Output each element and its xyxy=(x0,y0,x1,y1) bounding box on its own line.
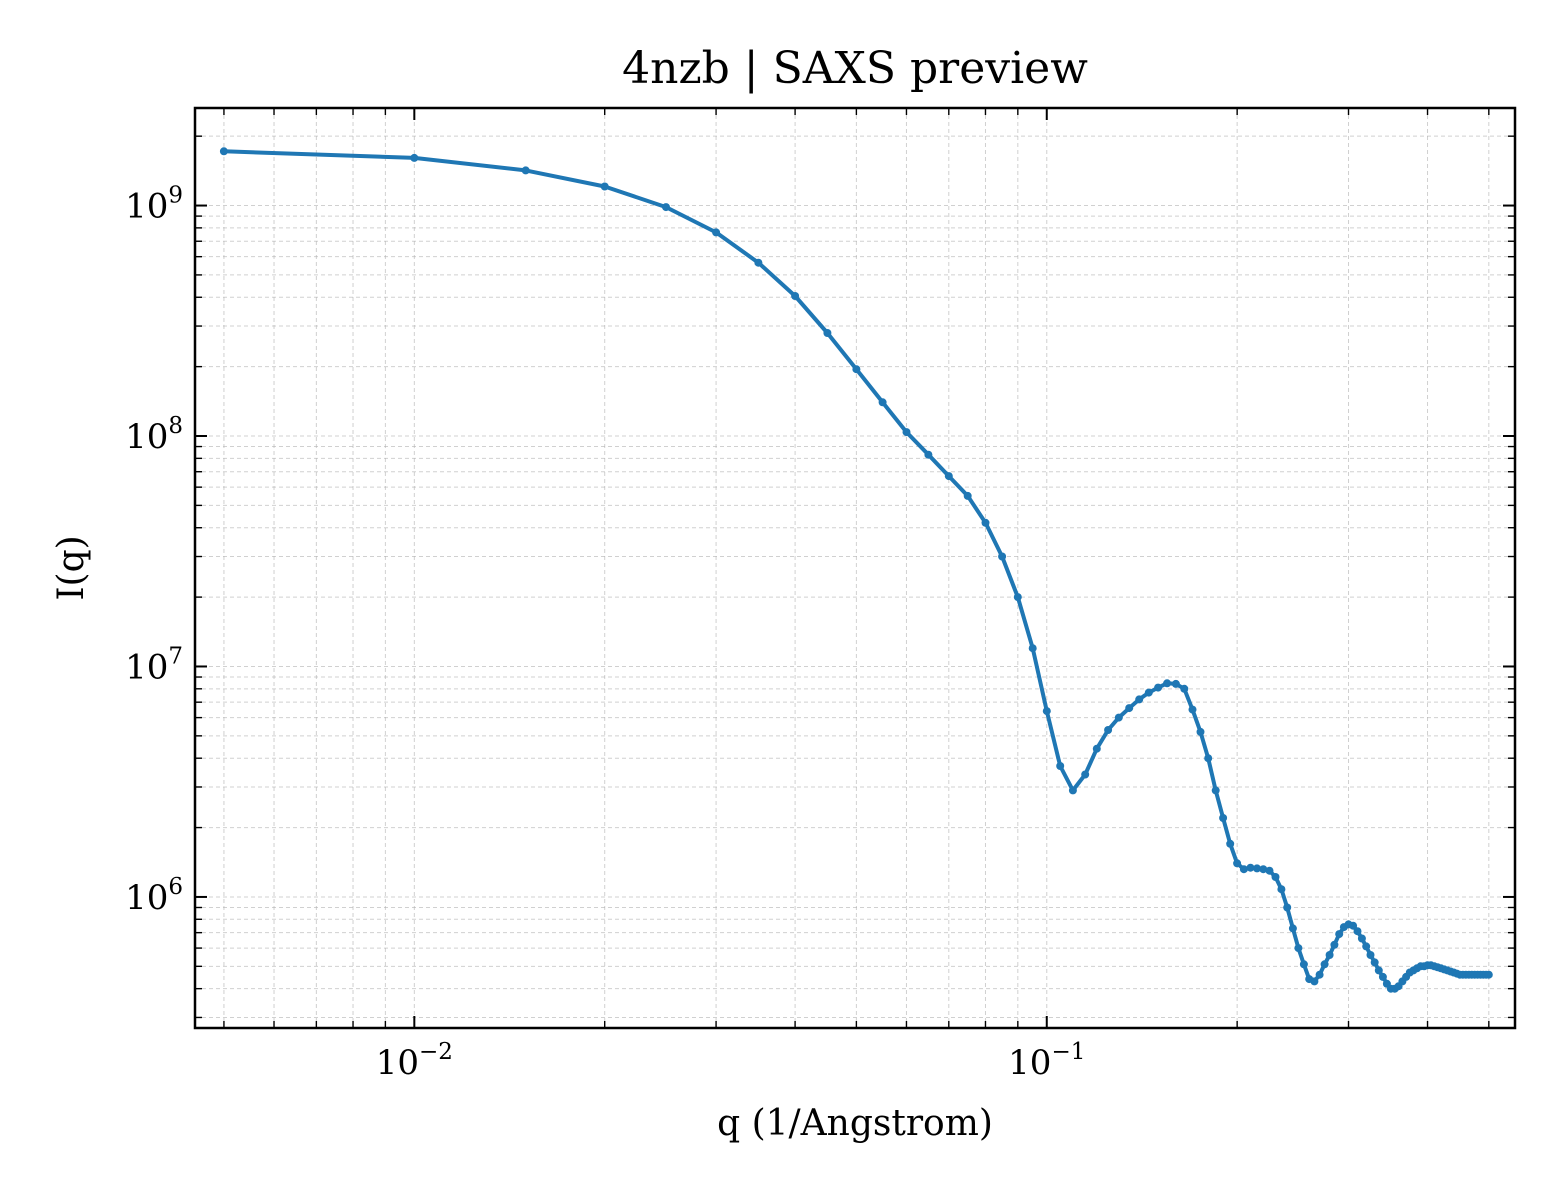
data-point xyxy=(1259,865,1268,874)
data-point xyxy=(791,292,800,300)
y-axis-label: I(q) xyxy=(51,535,92,600)
data-point xyxy=(1299,960,1308,969)
data-point xyxy=(1154,683,1163,692)
data-point xyxy=(852,365,861,374)
data-point xyxy=(1335,930,1344,939)
data-point xyxy=(600,182,609,191)
data-point xyxy=(1239,865,1248,874)
tick-labels: 10−2 10−1 106 107 108 109 xyxy=(125,183,1085,1083)
data-point xyxy=(1353,927,1362,936)
y-tick-label: 107 xyxy=(125,643,183,687)
data-point xyxy=(754,258,763,267)
data-point xyxy=(521,166,530,175)
chart-title: 4nzb | SAXS preview xyxy=(622,43,1088,94)
data-point xyxy=(1068,786,1077,795)
data-point xyxy=(981,518,990,527)
data-point xyxy=(1211,786,1220,795)
data-point xyxy=(1283,903,1292,912)
data-point xyxy=(1135,695,1144,704)
y-tick-label: 109 xyxy=(125,183,183,227)
data-point xyxy=(1378,972,1387,981)
data-point xyxy=(1325,951,1334,959)
ticks xyxy=(195,108,1515,1028)
data-point xyxy=(1125,704,1134,713)
plot-frame xyxy=(193,106,1517,1030)
x-tick-label: 10−2 xyxy=(376,1039,453,1083)
data-point xyxy=(1374,966,1383,975)
x-axis-label: q (1/Angstrom) xyxy=(717,1103,993,1144)
data-point xyxy=(1366,951,1375,959)
data-point xyxy=(1233,859,1242,868)
data-point xyxy=(1370,958,1379,967)
data-point xyxy=(1294,944,1303,953)
data-point xyxy=(1277,885,1286,894)
data-point xyxy=(1042,707,1051,716)
data-point xyxy=(1271,873,1280,881)
y-tick-label: 108 xyxy=(125,413,183,457)
data-point xyxy=(1180,684,1189,693)
data-point xyxy=(1265,866,1274,875)
data-point xyxy=(1253,864,1261,873)
data-point xyxy=(1056,762,1065,770)
data-point xyxy=(1081,770,1090,779)
grid xyxy=(195,108,1515,1028)
y-tick-label: 106 xyxy=(125,874,183,918)
data-point xyxy=(1246,863,1255,872)
data-point xyxy=(1310,977,1319,986)
data-point xyxy=(1315,970,1324,979)
data-point xyxy=(1357,934,1366,943)
data-point xyxy=(1196,727,1205,736)
data-point xyxy=(998,552,1007,561)
data-point xyxy=(1092,744,1101,753)
data-point xyxy=(712,228,721,237)
data-point xyxy=(1013,593,1022,602)
x-tick-label: 10−1 xyxy=(1008,1039,1085,1083)
data-point xyxy=(878,398,887,407)
data-point xyxy=(1288,924,1297,933)
data-point xyxy=(1349,921,1358,930)
data-point xyxy=(823,329,832,337)
data-point xyxy=(1362,942,1371,951)
data-point xyxy=(1114,713,1123,722)
data-point xyxy=(1484,970,1493,979)
data-point xyxy=(902,428,911,437)
data-point xyxy=(1188,705,1197,714)
data-point xyxy=(1144,688,1153,697)
data-point xyxy=(1204,754,1213,763)
data-point xyxy=(924,450,933,459)
data-point xyxy=(410,153,419,162)
data-point xyxy=(1330,940,1339,949)
data-point xyxy=(1320,960,1329,969)
data-point xyxy=(1163,679,1172,688)
data-point xyxy=(963,491,972,500)
data-point xyxy=(662,203,670,212)
data-point xyxy=(1028,644,1037,653)
data-point xyxy=(944,472,953,481)
data-point xyxy=(1171,679,1180,688)
data-point xyxy=(1219,814,1228,822)
data-series xyxy=(219,147,1493,993)
data-point xyxy=(1104,726,1113,734)
data-point xyxy=(1226,839,1235,848)
data-point xyxy=(219,147,228,156)
